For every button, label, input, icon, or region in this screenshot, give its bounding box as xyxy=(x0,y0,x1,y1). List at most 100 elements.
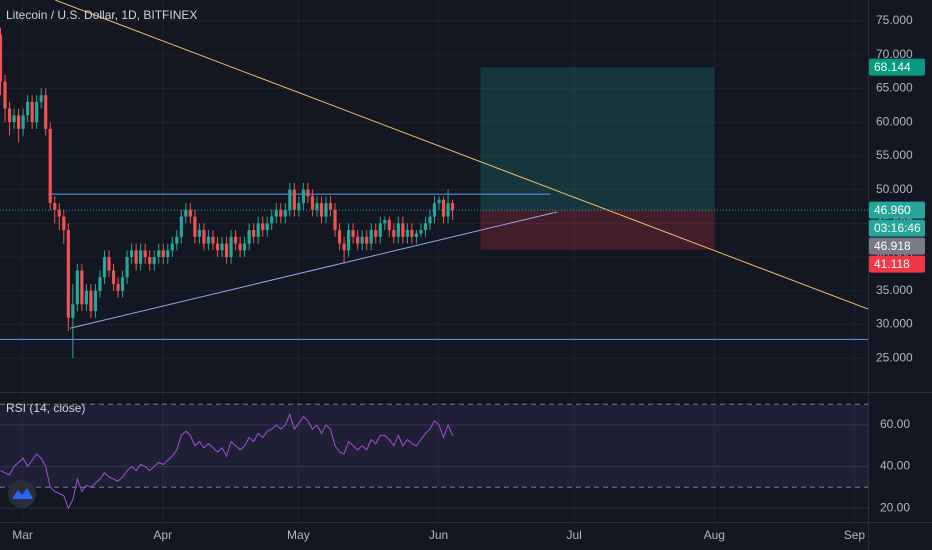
candle-body xyxy=(215,243,220,251)
axes: Mar Apr May Jun Jul Aug Sep 25.000 30.000 35.000 4… xyxy=(12,13,925,542)
candle-body xyxy=(441,199,446,217)
candle-body xyxy=(410,230,414,237)
candle-body xyxy=(396,223,400,237)
candle-body xyxy=(328,203,333,210)
candle-body xyxy=(48,128,52,204)
price-label: 46.960 xyxy=(869,201,925,219)
candle-body xyxy=(89,290,93,312)
price-label-text: 68.144 xyxy=(874,60,911,74)
price-label-text: 46.918 xyxy=(874,239,911,253)
candle-body xyxy=(161,250,165,258)
y-tick-label: 75.000 xyxy=(876,13,913,27)
candle-body xyxy=(224,243,229,258)
candle-body xyxy=(7,108,12,123)
candle-body xyxy=(342,243,346,251)
price-label-box xyxy=(869,255,925,273)
price-label-text: 46.960 xyxy=(874,203,911,217)
x-tick-label: Mar xyxy=(12,528,33,542)
candle-body xyxy=(333,209,337,231)
candle-body xyxy=(261,223,265,231)
candle-body xyxy=(238,243,242,251)
x-tick-label: Jun xyxy=(429,528,448,542)
candle-body xyxy=(279,209,283,217)
y-tick-label: 35.000 xyxy=(876,283,913,297)
candle-body xyxy=(53,203,57,210)
candle-body xyxy=(193,216,197,237)
candle-body xyxy=(450,203,455,211)
candle-body xyxy=(324,203,328,217)
candle-body xyxy=(428,216,432,224)
candle-body xyxy=(157,250,161,258)
candle-body xyxy=(125,257,129,278)
candle-body xyxy=(57,209,61,217)
y-tick-label: 50.000 xyxy=(876,182,913,196)
candle-body xyxy=(414,233,419,237)
candle-body xyxy=(111,270,116,285)
y-tick-label: 70.000 xyxy=(876,47,913,61)
candle-body xyxy=(206,236,211,244)
rsi-line xyxy=(0,413,454,510)
candle-body xyxy=(179,216,183,237)
x-tick-label: May xyxy=(287,528,310,542)
candle-body xyxy=(351,230,355,237)
candle-body xyxy=(233,236,238,244)
candle-body xyxy=(337,230,342,244)
candle-body xyxy=(71,304,75,318)
candle-body xyxy=(62,216,66,231)
candle-body xyxy=(211,236,215,244)
price-label: 41.118 xyxy=(869,255,925,273)
rsi-band xyxy=(0,404,868,488)
price-pane xyxy=(0,0,868,392)
price-label-box xyxy=(869,237,925,255)
candle-body xyxy=(3,81,7,109)
rsi-label: RSI (14, close) xyxy=(6,401,85,415)
candle-body xyxy=(256,223,260,237)
y-tick-label: 25.000 xyxy=(876,350,913,364)
candle-body xyxy=(374,230,378,237)
candle-body xyxy=(297,203,301,210)
candle-body xyxy=(148,257,152,264)
candle-body xyxy=(401,223,405,237)
candle-body xyxy=(197,230,202,237)
rsi-tick-label: 40.00 xyxy=(880,459,910,473)
logo[interactable] xyxy=(8,480,36,508)
candle-body xyxy=(116,284,120,291)
price-label: 46.918 xyxy=(869,237,925,255)
candle-body xyxy=(419,230,423,234)
candle-body xyxy=(139,250,143,264)
candle-body xyxy=(405,230,409,237)
candle-body xyxy=(102,257,107,278)
drawing-line xyxy=(54,0,868,310)
candle-body xyxy=(44,95,48,129)
candle-body xyxy=(365,236,369,244)
candle-body xyxy=(369,230,373,244)
candle-body xyxy=(360,236,364,244)
rsi-pane xyxy=(0,393,868,522)
price-label-box xyxy=(869,58,925,76)
candle-body xyxy=(378,223,382,237)
x-tick-label: Aug xyxy=(704,528,725,542)
target-zone xyxy=(480,67,715,211)
candle-body xyxy=(292,189,296,210)
candle-body xyxy=(130,250,134,258)
candle-body xyxy=(35,101,39,123)
candle-body xyxy=(265,223,269,231)
candle-body xyxy=(0,34,3,82)
candle-body xyxy=(288,189,292,210)
price-label-box xyxy=(869,201,925,219)
chart-title: Litecoin / U.S. Dollar, 1D, BITFINEX xyxy=(6,8,197,22)
y-tick-label: 65.000 xyxy=(876,81,913,95)
price-label: 68.144 xyxy=(869,58,925,76)
candle-body xyxy=(39,95,43,102)
candle-body xyxy=(143,250,147,258)
candle-body xyxy=(446,203,450,217)
candle-body xyxy=(270,216,274,224)
candle-body xyxy=(274,209,278,217)
y-tick-label: 60.000 xyxy=(876,114,913,128)
candle-body xyxy=(347,230,351,251)
candle-body xyxy=(423,223,428,231)
candle-body xyxy=(432,203,437,217)
stop-zone xyxy=(480,210,715,250)
